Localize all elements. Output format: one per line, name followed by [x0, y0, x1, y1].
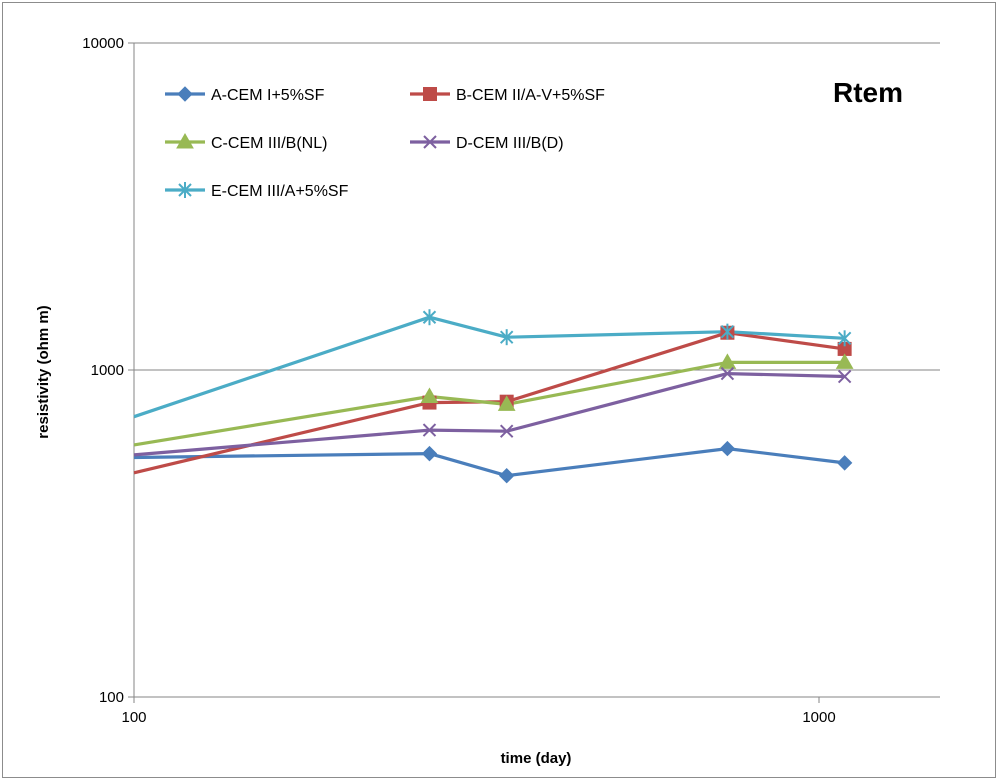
chart-annotation: Rtem — [833, 77, 903, 108]
data-point — [422, 309, 437, 326]
data-point — [499, 424, 514, 438]
legend-marker — [423, 87, 437, 101]
legend-marker — [176, 132, 194, 149]
series-lines — [133, 315, 845, 478]
legend-label: A-CEM I+5%SF — [211, 87, 325, 104]
legend-item: C-CEM III/B(NL) — [165, 132, 327, 152]
legend-marker — [423, 135, 437, 149]
data-point — [836, 455, 853, 471]
legend: A-CEM I+5%SF B-CEM II/A-V+5%SF C-CEM III/B… — [165, 86, 605, 200]
data-point — [498, 468, 515, 484]
legend-item: A-CEM I+5%SF — [165, 86, 325, 104]
x-tick-label: 100 — [121, 709, 146, 726]
data-point — [719, 440, 736, 457]
x-axis-title: time (day) — [501, 750, 572, 767]
data-point — [837, 330, 852, 347]
legend-label: C-CEM III/B(NL) — [211, 135, 327, 152]
data-point — [720, 323, 735, 340]
legend-label: B-CEM II/A-V+5%SF — [456, 87, 605, 104]
data-point — [837, 369, 852, 384]
data-point — [421, 445, 438, 462]
data-point — [497, 395, 516, 411]
legend-marker — [178, 182, 192, 198]
y-tick-label: 10000 — [82, 35, 124, 52]
data-point — [720, 366, 735, 381]
legend-item: E-CEM III/A+5%SF — [165, 182, 349, 200]
legend-label: D-CEM III/B(D) — [456, 135, 564, 152]
data-point — [718, 353, 737, 369]
legend-label: E-CEM III/A+5%SF — [211, 183, 349, 200]
data-point — [835, 353, 854, 369]
y-tick-label: 1000 — [91, 362, 124, 379]
data-point — [420, 387, 439, 403]
x-tick-label: 1000 — [802, 709, 835, 726]
series-markers — [420, 309, 854, 484]
data-point — [499, 329, 514, 346]
legend-item: B-CEM II/A-V+5%SF — [410, 87, 605, 104]
legend-marker — [177, 86, 193, 102]
legend-item: D-CEM III/B(D) — [410, 135, 564, 152]
series-line-1 — [133, 447, 845, 478]
axis-ticks: 100 1000 10000 100 1000 — [82, 35, 835, 726]
data-point — [422, 423, 437, 437]
y-axis-title: resistivity (ohm m) — [35, 305, 52, 438]
series-line-4 — [133, 372, 845, 457]
y-tick-label: 100 — [99, 689, 124, 706]
